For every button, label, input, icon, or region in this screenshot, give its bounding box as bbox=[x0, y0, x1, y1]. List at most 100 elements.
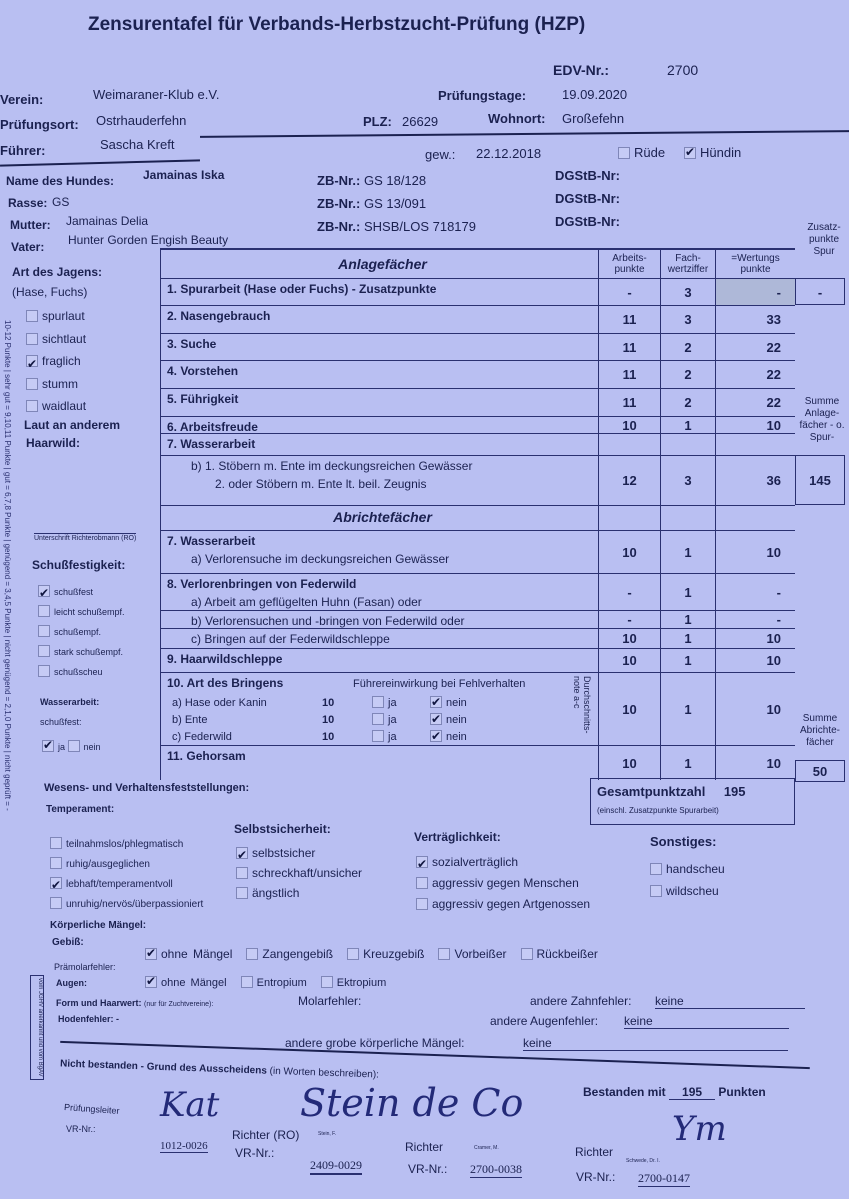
nicht-bestanden-label: Nicht bestanden - Grund des Ausscheidens bbox=[59, 1058, 268, 1077]
checkbox-item[interactable]: ohne Mängel bbox=[145, 946, 232, 961]
checkbox-item[interactable]: fraglich bbox=[26, 350, 86, 376]
checkbox-item[interactable]: lebhaft/temperamentvoll bbox=[50, 875, 203, 895]
checkbox-item[interactable]: schußscheu bbox=[38, 662, 125, 682]
ruede-checkbox[interactable]: Rüde bbox=[618, 145, 665, 160]
row-label: 10. Art des Bringens bbox=[167, 676, 284, 690]
checkbox-item[interactable]: sichtlaut bbox=[26, 328, 86, 351]
col-wertung: =Wertungs punkte bbox=[715, 250, 795, 278]
checkbox-item[interactable]: schußfest bbox=[38, 582, 125, 603]
vr4-value: 2700-0147 bbox=[638, 1171, 690, 1187]
ja-label: ja bbox=[58, 742, 66, 752]
richter-label: Richter bbox=[575, 1145, 614, 1159]
table-row: c) Bringen auf der Federwildschleppe 10 1 1… bbox=[160, 628, 795, 648]
checkbox-item[interactable]: wildscheu bbox=[650, 880, 725, 902]
ja-checkbox[interactable]: ja bbox=[372, 712, 430, 729]
checkbox-label: selbstsicher bbox=[252, 846, 316, 860]
checkbox-item[interactable]: stumm bbox=[26, 373, 86, 396]
fachwertziffer bbox=[660, 506, 715, 530]
checkbox-item[interactable]: aggressiv gegen Artgenossen bbox=[416, 894, 590, 915]
rasse-value: GS bbox=[52, 195, 70, 209]
fachwertziffer: 2 bbox=[660, 334, 715, 360]
checkbox-label: stark schußempf. bbox=[54, 647, 124, 657]
nein-checkbox[interactable]: nein bbox=[430, 711, 467, 728]
checkbox-item[interactable]: Entropium bbox=[240, 976, 307, 989]
checkbox-item[interactable]: Ektropium bbox=[320, 976, 386, 989]
checkbox-item[interactable]: Kreuzgebiß bbox=[347, 947, 424, 961]
richter2-name: Cramer, M. bbox=[474, 1145, 499, 1151]
huendin-checkbox[interactable]: Hündin bbox=[684, 145, 741, 160]
checkbox-item[interactable]: ohne Mängel bbox=[145, 974, 227, 989]
ja-checkbox[interactable] bbox=[42, 738, 54, 752]
gesamt-sub: (einschl. Zusatzpunkte Spurarbeit) bbox=[597, 806, 719, 815]
checkbox-item[interactable]: aggressiv gegen Menschen bbox=[416, 873, 590, 894]
ja-checkbox[interactable]: ja bbox=[372, 729, 430, 746]
summe-anlage-value: 145 bbox=[795, 455, 845, 505]
checkbox-icon bbox=[320, 976, 333, 988]
checkbox-item[interactable]: schußempf. bbox=[38, 622, 125, 642]
nein-checkbox[interactable] bbox=[67, 740, 80, 752]
checkbox-item[interactable]: handscheu bbox=[650, 858, 725, 880]
grobe-label: andere grobe körperliche Mängel: bbox=[285, 1036, 465, 1050]
checkbox-icon bbox=[650, 863, 662, 875]
checkbox-item[interactable]: Rückbeißer bbox=[520, 947, 598, 961]
andere-zahn-value: keine bbox=[655, 994, 805, 1009]
checkbox-item[interactable]: waidlaut bbox=[26, 395, 86, 418]
hoden-value: - bbox=[116, 1014, 120, 1024]
arbeits-punkte: - bbox=[598, 574, 660, 610]
art-title: Art des Jagens: bbox=[12, 265, 103, 279]
ja-checkbox[interactable]: ja bbox=[372, 695, 430, 712]
checkbox-icon bbox=[38, 665, 50, 677]
checkbox-icon bbox=[236, 887, 248, 899]
andere-augen-value: keine bbox=[624, 1014, 789, 1029]
row-label: 6. Arbeitsfreude bbox=[167, 420, 258, 434]
checkbox-icon bbox=[38, 605, 50, 617]
checkbox-item[interactable]: ängstlich bbox=[236, 883, 362, 903]
wertungspunkte: 10 bbox=[715, 629, 795, 648]
wasser-schussfest: ja nein bbox=[42, 738, 101, 752]
checkbox-label: spurlaut bbox=[42, 309, 85, 323]
fuehrereinwirkung-label: Führereinwirkung bei Fehlverhalten bbox=[353, 678, 526, 690]
gesamt-value: 195 bbox=[723, 784, 746, 799]
checkbox-label: Rückbeißer bbox=[536, 947, 598, 961]
fachwertziffer: 1 bbox=[660, 611, 715, 628]
durchschnitt-label: Durchschnitts-note a-c bbox=[572, 676, 592, 734]
nein-checkbox[interactable]: nein bbox=[430, 694, 467, 711]
row-label: b) 1. Stöbern m. Ente im deckungsreichen… bbox=[191, 459, 473, 473]
checkbox-label: schußscheu bbox=[54, 667, 103, 677]
checkbox-item[interactable]: unruhig/nervös/überpassioniert bbox=[50, 895, 203, 915]
checkbox-label: schreckhaft/unsicher bbox=[252, 866, 363, 880]
checkbox-item[interactable]: ruhig/ausgeglichen bbox=[50, 855, 203, 875]
zb-label: ZB-Nr.: bbox=[317, 219, 361, 234]
checkbox-item[interactable]: sozialverträglich bbox=[416, 852, 590, 875]
checkbox-item[interactable]: teilnahmslos/phlegmatisch bbox=[50, 835, 203, 855]
arbeits-punkte: 10 bbox=[598, 417, 660, 433]
vater-label: Vater: bbox=[11, 240, 45, 254]
pruefungstage-label: Prüfungstage: bbox=[438, 88, 527, 103]
checkbox-item[interactable]: spurlaut bbox=[26, 305, 86, 328]
arbeits-punkte: 10 bbox=[598, 673, 660, 745]
wertungspunkte: 22 bbox=[715, 389, 795, 416]
selbst-title: Selbstsicherheit: bbox=[234, 822, 331, 836]
table-row: 11. Gehorsam 10 1 10 bbox=[160, 745, 795, 780]
laut-label: Laut an anderem bbox=[24, 418, 121, 432]
checkbox-item[interactable]: Vorbeißer bbox=[438, 947, 507, 961]
checkbox-item[interactable]: Zangengebiß bbox=[246, 947, 333, 961]
checkbox-item[interactable]: selbstsicher bbox=[236, 843, 362, 865]
table-row: 9. Haarwildschleppe 10 1 10 bbox=[160, 648, 795, 672]
checkbox-item[interactable]: leicht schußempf. bbox=[38, 602, 125, 622]
checkbox-label: teilnahmslos/phlegmatisch bbox=[66, 839, 184, 850]
wertungspunkte: 10 bbox=[715, 417, 795, 433]
andere-zahn-label: andere Zahnfehler: bbox=[530, 994, 632, 1008]
checkbox-icon bbox=[26, 377, 38, 390]
mutter-label: Mutter: bbox=[10, 218, 51, 232]
richter-ro-label: Richter (RO) bbox=[232, 1128, 300, 1142]
nein-checkbox[interactable]: nein bbox=[430, 728, 467, 745]
checkbox-icon bbox=[50, 875, 62, 895]
checkbox-item[interactable]: schreckhaft/unsicher bbox=[236, 863, 362, 883]
wertungspunkte bbox=[715, 506, 795, 530]
praemolar-label: Prämolarfehler: bbox=[54, 962, 116, 972]
checkbox-item[interactable]: stark schußempf. bbox=[38, 642, 125, 662]
checkbox-icon bbox=[618, 147, 630, 159]
table-row: b) Verlorensuchen und -bringen von Feder… bbox=[160, 610, 795, 628]
checkbox-icon bbox=[50, 857, 62, 869]
